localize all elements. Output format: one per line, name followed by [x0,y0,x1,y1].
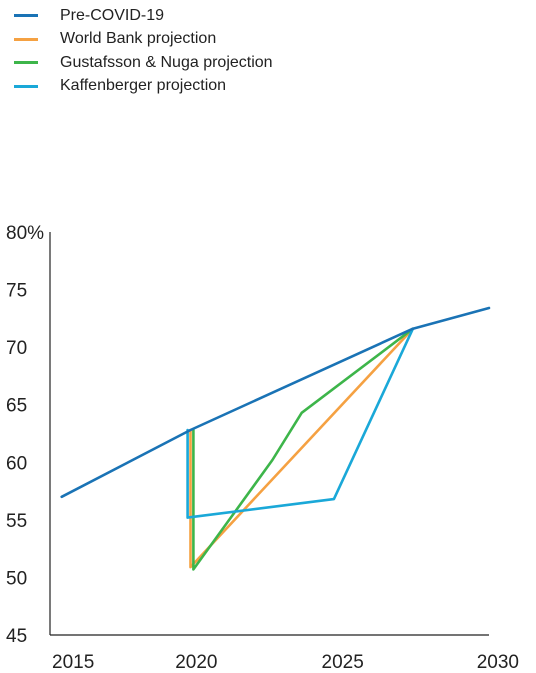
y-tick-label: 65 [6,396,27,417]
y-tick-label: 70 [6,338,27,359]
x-tick-label: 2030 [477,652,519,673]
y-tick-label: 45 [6,626,27,647]
series-line-2 [192,327,415,571]
y-tick-label: 50 [6,568,27,589]
series-line-0 [60,306,491,499]
series-line-3 [186,327,415,519]
x-tick-label: 2015 [52,652,94,673]
y-tick-label: 60 [6,453,27,474]
axes [49,232,489,636]
legend: Pre-COVID-19 World Bank projection Gusta… [14,4,273,98]
y-tick-label: 55 [6,511,27,532]
legend-swatch-world-bank [14,37,38,41]
x-tick-label: 2025 [322,652,364,673]
legend-swatch-kaffenberger [14,84,38,88]
tick-labels: 80% 75 70 65 60 55 50 45 2015 2020 2025 2030 [6,223,519,673]
legend-label: Pre-COVID-19 [60,6,165,24]
legend-swatch-pre-covid [14,14,38,18]
legend-label: World Bank projection [60,30,217,48]
legend-item: Gustafsson & Nuga projection [14,51,273,75]
y-tick-label: 75 [6,281,27,302]
legend-item: Pre-COVID-19 [14,4,273,28]
legend-label: Gustafsson & Nuga projection [60,53,273,71]
legend-item: Kaffenberger projection [14,75,273,99]
legend-label: Kaffenberger projection [60,77,227,95]
legend-swatch-gustafsson-nuga [14,61,38,65]
y-tick-label: 80% [6,223,44,244]
legend-item: World Bank projection [14,28,273,52]
series-line-1 [189,327,415,569]
series-layer [60,306,491,571]
x-tick-label: 2020 [175,652,217,673]
